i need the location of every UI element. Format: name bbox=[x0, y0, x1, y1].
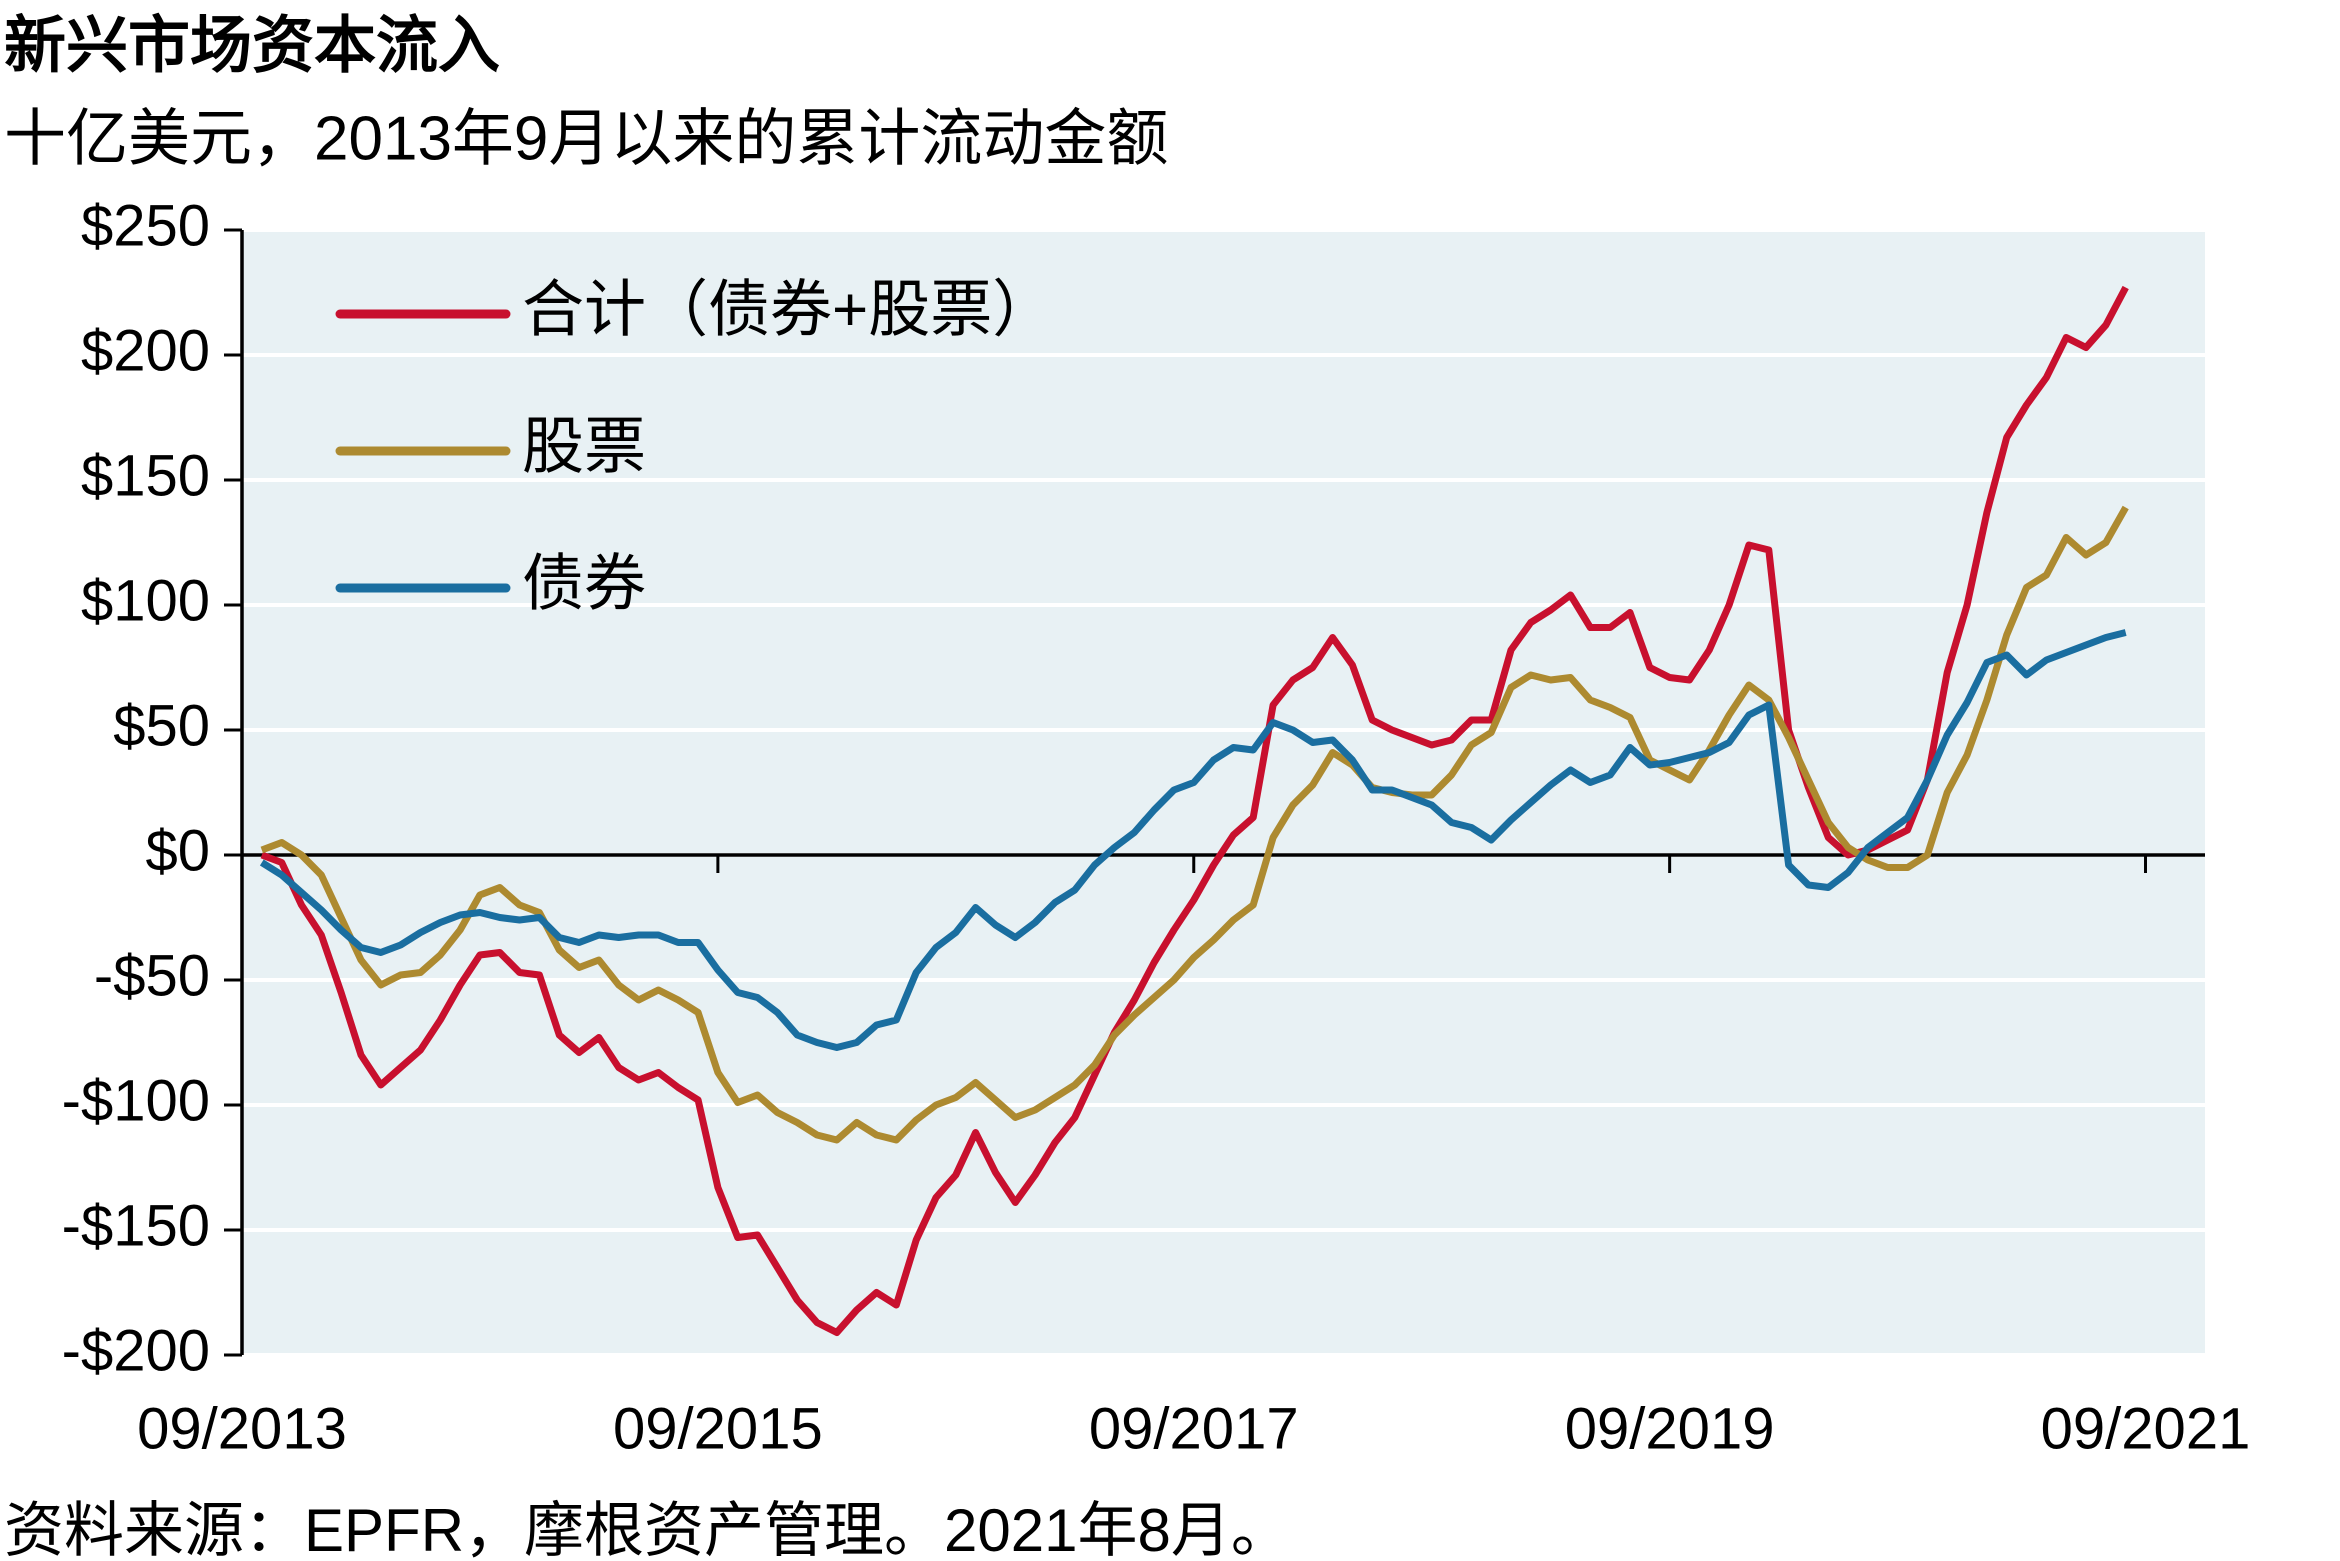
x-tick-label: 09/2017 bbox=[1089, 1396, 1299, 1461]
legend-label: 股票 bbox=[522, 412, 646, 481]
series-line bbox=[260, 285, 2129, 1336]
source-note: 资料来源：EPFR，摩根资产管理。2021年8月。 bbox=[4, 1497, 1291, 1561]
y-tick-label: -$50 bbox=[94, 943, 210, 1008]
series-line bbox=[259, 629, 2127, 1051]
y-tick-label: $150 bbox=[81, 443, 210, 508]
y-tick-label: $250 bbox=[81, 193, 210, 258]
y-tick-label: -$100 bbox=[62, 1068, 210, 1133]
series-line bbox=[260, 505, 2129, 1144]
y-tick-label: $200 bbox=[81, 318, 210, 383]
legend-label: 债券 bbox=[522, 549, 646, 618]
y-tick-label: -$200 bbox=[62, 1318, 210, 1383]
y-tick-label: $0 bbox=[145, 818, 210, 883]
chart-subtitle: 十亿美元，2013年9月以来的累计流动金额 bbox=[4, 104, 1168, 173]
legend-label: 合计（债券+股票） bbox=[522, 275, 1054, 344]
y-tick-label: -$150 bbox=[62, 1193, 210, 1258]
y-tick-label: $50 bbox=[113, 693, 210, 758]
x-tick-label: 09/2021 bbox=[2041, 1396, 2251, 1461]
x-tick-label: 09/2013 bbox=[137, 1396, 347, 1461]
plot-background bbox=[242, 230, 2205, 1355]
x-tick-label: 09/2019 bbox=[1565, 1396, 1775, 1461]
y-tick-label: $100 bbox=[81, 568, 210, 633]
x-tick-label: 09/2015 bbox=[613, 1396, 823, 1461]
chart-title: 新兴市场资本流入 bbox=[4, 11, 500, 80]
